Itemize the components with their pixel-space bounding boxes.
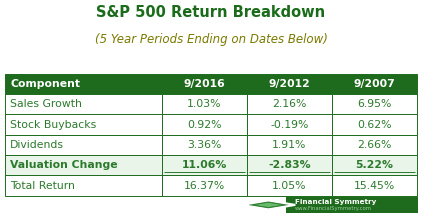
Bar xyxy=(247,155,332,175)
Text: 3.36%: 3.36% xyxy=(187,140,222,150)
Bar xyxy=(247,114,332,135)
Text: Component: Component xyxy=(10,79,80,89)
Text: 1.91%: 1.91% xyxy=(272,140,307,150)
Text: 5.22%: 5.22% xyxy=(355,160,393,170)
Text: -0.19%: -0.19% xyxy=(270,120,308,130)
Text: Dividends: Dividends xyxy=(10,140,64,150)
Text: 9/2012: 9/2012 xyxy=(268,79,310,89)
Bar xyxy=(247,74,332,94)
Polygon shape xyxy=(253,202,284,208)
Text: 2.16%: 2.16% xyxy=(272,99,307,109)
Bar xyxy=(5,94,162,114)
Bar xyxy=(286,197,418,213)
Bar xyxy=(247,94,332,114)
Bar xyxy=(332,74,417,94)
Text: 16.37%: 16.37% xyxy=(184,181,225,191)
Text: Valuation Change: Valuation Change xyxy=(10,160,118,170)
Bar xyxy=(332,175,417,196)
Polygon shape xyxy=(241,201,295,209)
Bar xyxy=(162,94,247,114)
Text: 9/2007: 9/2007 xyxy=(354,79,395,89)
Text: 6.95%: 6.95% xyxy=(357,99,392,109)
Text: S&P 500 Return Breakdown: S&P 500 Return Breakdown xyxy=(97,5,325,20)
Text: 1.05%: 1.05% xyxy=(272,181,307,191)
Bar xyxy=(162,175,247,196)
Bar xyxy=(162,74,247,94)
Bar xyxy=(5,74,162,94)
Text: 2.66%: 2.66% xyxy=(357,140,392,150)
Text: Financial Symmetry: Financial Symmetry xyxy=(295,199,376,205)
Text: 11.06%: 11.06% xyxy=(181,160,227,170)
Text: (5 Year Periods Ending on Dates Below): (5 Year Periods Ending on Dates Below) xyxy=(95,33,327,46)
Text: 0.92%: 0.92% xyxy=(187,120,222,130)
Bar xyxy=(5,175,162,196)
Bar xyxy=(332,155,417,175)
Text: Total Return: Total Return xyxy=(10,181,75,191)
Text: www.FinancialSymmetry.com: www.FinancialSymmetry.com xyxy=(295,207,371,211)
Bar xyxy=(5,114,162,135)
Bar xyxy=(162,135,247,155)
Bar xyxy=(247,175,332,196)
Bar xyxy=(162,155,247,175)
Bar xyxy=(332,94,417,114)
Text: 0.62%: 0.62% xyxy=(357,120,392,130)
Bar xyxy=(5,135,162,155)
Text: Sales Growth: Sales Growth xyxy=(10,99,82,109)
Bar xyxy=(332,114,417,135)
Text: 15.45%: 15.45% xyxy=(354,181,395,191)
Bar xyxy=(5,155,162,175)
Bar xyxy=(247,135,332,155)
Text: 1.03%: 1.03% xyxy=(187,99,222,109)
Text: -2.83%: -2.83% xyxy=(268,160,311,170)
Text: Stock Buybacks: Stock Buybacks xyxy=(10,120,96,130)
Bar xyxy=(332,135,417,155)
Text: 9/2016: 9/2016 xyxy=(183,79,225,89)
Bar xyxy=(162,114,247,135)
